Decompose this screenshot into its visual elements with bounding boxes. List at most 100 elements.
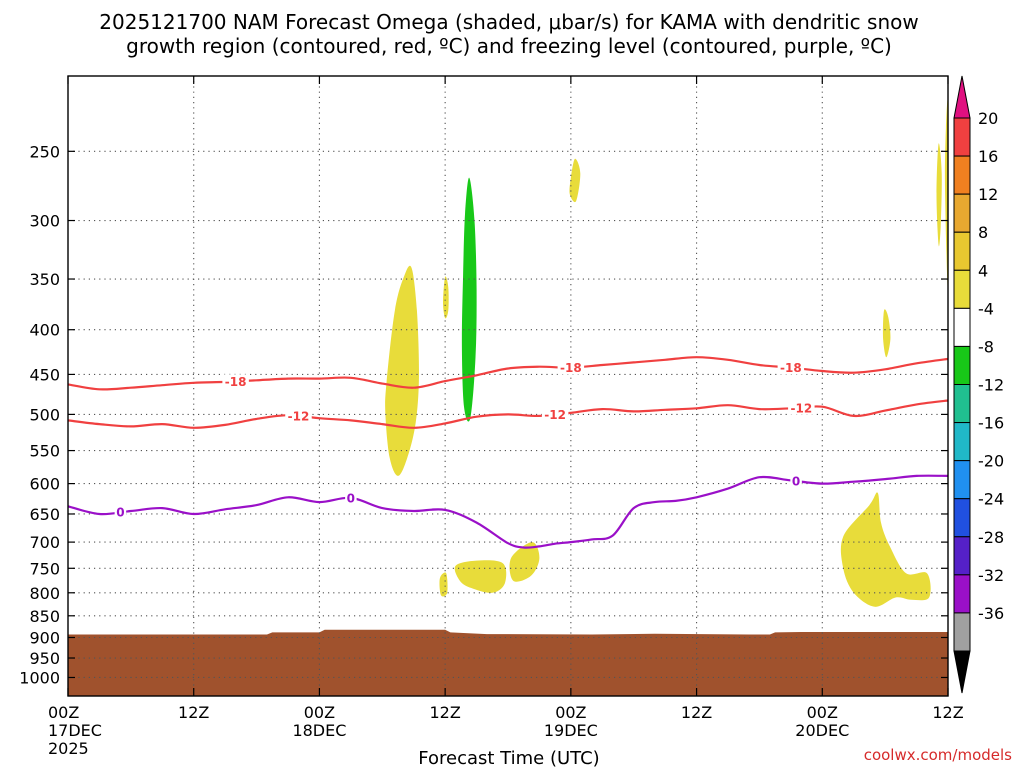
contour-label: 0 <box>116 506 124 520</box>
contour-label: -18 <box>780 361 802 375</box>
colorbar-label: -16 <box>978 414 1004 433</box>
terrain-below-ground <box>68 629 948 696</box>
contour-label: -12 <box>288 410 310 424</box>
colorbar-swatch <box>953 307 971 347</box>
terrain-layer <box>68 629 948 696</box>
chart-title-line-2: growth region (contoured, red, ºC) and f… <box>126 34 892 58</box>
colorbar-swatch <box>953 422 971 462</box>
colorbar-swatch <box>953 117 971 157</box>
colorbar-swatch <box>953 574 971 614</box>
colorbar-label: -8 <box>978 337 994 356</box>
contour-label: -12 <box>544 408 566 422</box>
colorbar-label: -24 <box>978 490 1004 509</box>
y-tick-label: 500 <box>29 405 60 424</box>
contour-label: 0 <box>792 474 800 488</box>
colorbar-swatch <box>953 193 971 233</box>
omega-shaded-region <box>454 560 507 593</box>
x-tick-label: 12Z <box>429 703 460 722</box>
omega-shaded-region <box>569 158 581 203</box>
omega-shaded-region <box>385 265 420 476</box>
y-tick-label: 900 <box>29 628 60 647</box>
y-tick-label: 450 <box>29 365 60 384</box>
contour-label: -18 <box>225 375 247 389</box>
credit-text: coolwx.com/models <box>864 746 1012 764</box>
colorbar-label: 12 <box>978 185 998 204</box>
colorbar-swatch <box>953 536 971 576</box>
grid <box>68 76 948 696</box>
omega-shaded-region <box>509 542 540 582</box>
colorbar: 20 16 12 8 4 -4 -8 -12 -16 -20 -24 -28 -32 -36 <box>953 75 1004 694</box>
x-tick-label: 00Z <box>48 703 79 722</box>
x-tick-label: 20DEC <box>795 721 849 740</box>
colorbar-label: -28 <box>978 528 1004 547</box>
contour-label-background <box>541 407 569 422</box>
plot-area <box>68 76 948 696</box>
y-tick-label: 1000 <box>19 668 60 687</box>
omega-shaded-region <box>439 572 448 597</box>
y-tick-label: 850 <box>29 607 60 626</box>
y-tick-label: 800 <box>29 584 60 603</box>
plot-frame <box>67 75 949 697</box>
omega-shaded-region <box>840 492 931 607</box>
colorbar-label: -4 <box>978 299 994 318</box>
contour-label-background <box>777 360 805 375</box>
y-tick-label: 950 <box>29 649 60 668</box>
contour-label-background <box>285 409 312 424</box>
x-tick-label: 2025 <box>48 739 89 758</box>
colorbar-label: 20 <box>978 109 998 128</box>
omega-shaded-region <box>882 309 891 358</box>
y-tick-label: 400 <box>29 321 60 340</box>
contour-label-background <box>114 505 127 520</box>
contour-label: -18 <box>560 361 582 375</box>
omega-shading <box>385 98 949 607</box>
colorbar-label: 4 <box>978 261 988 280</box>
colorbar-swatch <box>953 269 971 309</box>
colorbar-label: 16 <box>978 147 998 166</box>
x-tick-label: 18DEC <box>292 721 346 740</box>
y-tick-label: 550 <box>29 442 60 461</box>
contour-label-background <box>345 490 357 505</box>
colorbar-label: -12 <box>978 376 1004 395</box>
x-tick-label: 00Z <box>555 703 586 722</box>
y-tick-label: 300 <box>29 212 60 231</box>
y-tick-label: 350 <box>29 270 60 289</box>
contour-label-background <box>557 360 585 375</box>
colorbar-swatch <box>953 384 971 424</box>
y-tick-label: 600 <box>29 475 60 494</box>
x-tick-label: 12Z <box>932 703 963 722</box>
x-tick-label: 12Z <box>681 703 712 722</box>
colorbar-label: 8 <box>978 223 988 242</box>
x-tick-label: 17DEC <box>48 721 102 740</box>
colorbar-label: -32 <box>978 566 1004 585</box>
y-tick-label: 250 <box>29 142 60 161</box>
y-axis: 250 300 350 400 450 500 550 600 650 700 750 800 850 9… <box>19 142 948 687</box>
y-tick-label: 650 <box>29 505 60 524</box>
colorbar-swatch <box>953 155 971 195</box>
colorbar-swatch <box>953 460 971 500</box>
colorbar-swatch <box>953 231 971 271</box>
contour-label: -12 <box>790 401 812 415</box>
contour-label-background <box>788 400 815 415</box>
omega-shaded-region <box>461 177 477 422</box>
colorbar-label: -20 <box>978 452 1004 471</box>
y-tick-label: 700 <box>29 533 60 552</box>
contour-line <box>67 474 949 549</box>
omega-shaded-region <box>443 276 449 319</box>
omega-shaded-region <box>936 143 942 247</box>
x-tick-label: 19DEC <box>544 721 598 740</box>
contour-label-background <box>222 374 249 389</box>
y-tick-label: 750 <box>29 559 60 578</box>
colorbar-top-arrow <box>953 75 971 119</box>
colorbar-swatch <box>953 498 971 538</box>
colorbar-swatch <box>953 612 971 652</box>
contour-lines: -18 -18 -18 -12 -12 -12 0 0 0 <box>67 356 949 549</box>
x-axis-title: Forecast Time (UTC) <box>418 748 599 768</box>
colorbar-swatch <box>953 345 971 385</box>
contour-label: 0 <box>347 491 355 505</box>
x-tick-label: 00Z <box>304 703 335 722</box>
colorbar-label: -36 <box>978 604 1004 623</box>
x-tick-label: 12Z <box>178 703 209 722</box>
contour-label-background <box>790 473 802 488</box>
